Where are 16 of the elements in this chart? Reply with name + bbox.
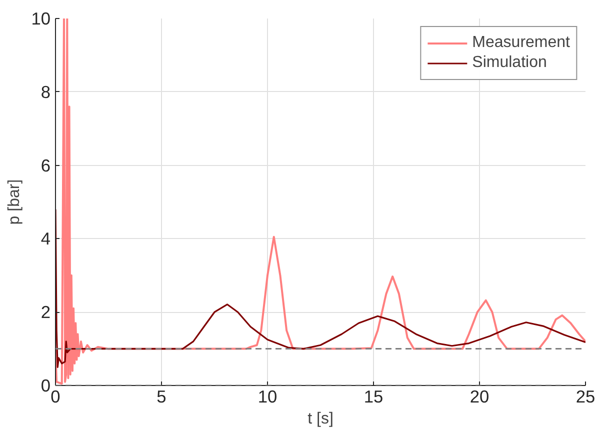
- line-series: [56, 18, 586, 385]
- x-tick-label: 20: [470, 386, 490, 406]
- x-tick-label: 15: [364, 386, 384, 406]
- x-tick-label: 5: [156, 386, 166, 406]
- y-tick-label: 6: [40, 155, 51, 176]
- line-series: [56, 208, 586, 368]
- legend-label: Measurement: [472, 34, 570, 52]
- y-tick-label: 8: [40, 82, 51, 102]
- y-tick-label: 10: [31, 8, 51, 28]
- x-axis-title: t [s]: [308, 410, 334, 428]
- y-tick-label: 2: [40, 302, 51, 322]
- x-tick-label: 10: [258, 386, 278, 406]
- x-tick-label: 25: [576, 386, 596, 406]
- legend-label: Simulation: [472, 54, 547, 72]
- y-tick-label: 4: [40, 228, 51, 249]
- y-axis-title: p [bar]: [6, 179, 24, 225]
